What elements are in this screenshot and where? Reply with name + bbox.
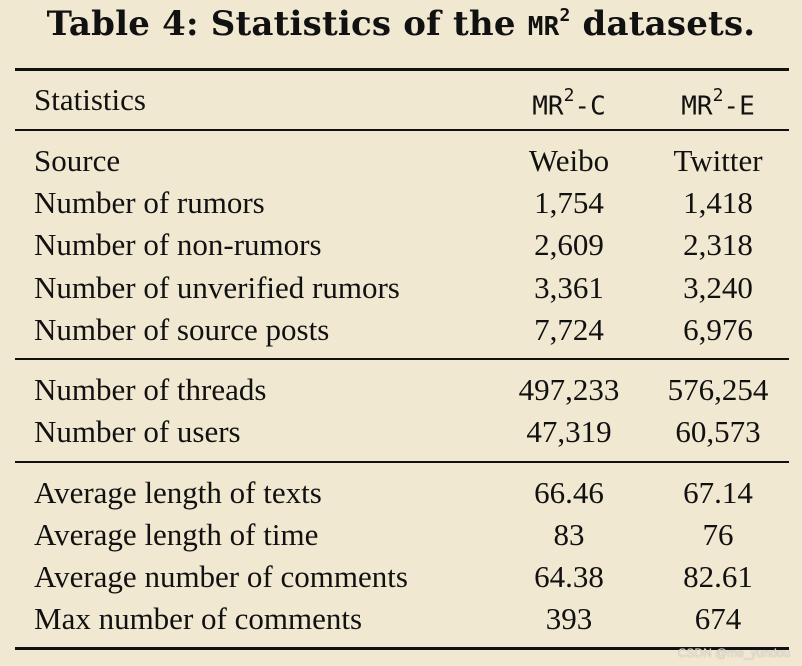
table-row: Number of non-rumors 2,609 2,318 <box>34 225 794 265</box>
table-row: Average length of texts 66.46 67.14 <box>34 473 794 513</box>
row-label: Number of rumors <box>34 185 265 220</box>
caption-suffix: datasets. <box>570 4 756 44</box>
header-e-base: MR <box>681 91 713 122</box>
table-row: Max number of comments 393 674 <box>34 599 794 639</box>
row-value-c: 393 <box>545 601 593 636</box>
row-value-e: 576,254 <box>667 372 769 407</box>
table-row: Number of unverified rumors 3,361 3,240 <box>34 268 794 308</box>
header-mr2-c: MR2-C <box>492 80 646 127</box>
table-row: Number of threads 497,233 576,254 <box>34 370 794 410</box>
row-label: Number of non-rumors <box>34 227 322 262</box>
row-value-e: 60,573 <box>675 414 761 449</box>
header-c-base: MR <box>532 91 564 122</box>
header-e-exp: 2 <box>712 85 724 106</box>
row-value-c: 497,233 <box>518 372 620 407</box>
row-label: Number of threads <box>34 372 267 407</box>
table-row: Number of rumors 1,754 1,418 <box>34 183 794 223</box>
row-label: Average length of texts <box>34 475 322 510</box>
row-label: Average length of time <box>34 517 319 552</box>
row-value-c: 66.46 <box>534 475 604 510</box>
header-statistics: Statistics <box>34 82 146 117</box>
row-label: Max number of comments <box>34 601 363 636</box>
row-value-c: 83 <box>553 517 585 552</box>
row-value-e: 3,240 <box>683 270 753 305</box>
header-rule <box>15 129 789 131</box>
row-label: Number of users <box>34 414 241 449</box>
row-label: Number of source posts <box>34 312 330 347</box>
row-label: Source <box>34 143 121 178</box>
top-rule <box>15 68 789 71</box>
row-value-e: 67.14 <box>683 475 753 510</box>
row-label: Number of unverified rumors <box>34 270 400 305</box>
table-caption: Table 4: Statistics of the MR2 datasets. <box>0 4 802 44</box>
row-value-c: 64.38 <box>534 559 604 594</box>
row-value-c: 2,609 <box>534 227 604 262</box>
row-label: Average number of comments <box>34 559 408 594</box>
table-row: Average length of time 83 76 <box>34 515 794 555</box>
header-c-exp: 2 <box>563 85 575 106</box>
caption-dataset-exponent: 2 <box>559 5 571 27</box>
row-value-e: 674 <box>694 601 742 636</box>
header-row: Statistics MR2-C MR2-E <box>34 80 794 122</box>
row-value-e: 76 <box>702 517 734 552</box>
row-value-c: 47,319 <box>526 414 612 449</box>
row-value-c: Weibo <box>528 143 610 178</box>
row-value-e: 2,318 <box>683 227 753 262</box>
caption-dataset-base: MR <box>527 12 560 42</box>
row-value-e: 82.61 <box>683 559 753 594</box>
group-rule <box>15 358 789 360</box>
table-row: Source Weibo Twitter <box>34 141 794 181</box>
table-row: Number of source posts 7,724 6,976 <box>34 310 794 350</box>
table-row: Average number of comments 64.38 82.61 <box>34 557 794 597</box>
header-e-suffix: -E <box>723 91 755 122</box>
bottom-rule <box>15 647 789 650</box>
table-row: Number of users 47,319 60,573 <box>34 412 794 452</box>
row-value-c: 3,361 <box>534 270 604 305</box>
caption-prefix: Table 4: Statistics of the <box>46 4 528 44</box>
header-c-suffix: -C <box>574 91 606 122</box>
row-value-e: 6,976 <box>683 312 753 347</box>
row-value-e: Twitter <box>673 143 763 178</box>
header-mr2-e: MR2-E <box>641 80 795 127</box>
row-value-c: 1,754 <box>534 185 604 220</box>
watermark: CSDN @me_yundou <box>677 646 790 660</box>
row-value-e: 1,418 <box>683 185 753 220</box>
caption-dataset-name: MR2 <box>527 5 571 42</box>
row-value-c: 7,724 <box>534 312 604 347</box>
group-rule <box>15 461 789 463</box>
